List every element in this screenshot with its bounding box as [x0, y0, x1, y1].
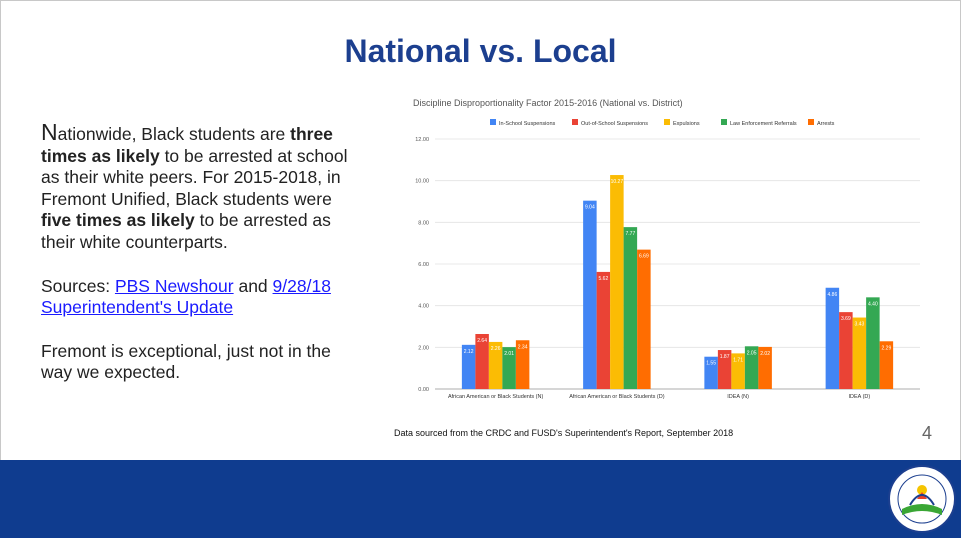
data-label-3-4: 2.29 — [882, 345, 892, 351]
data-label-0-0: 2.12 — [464, 349, 474, 355]
x-tick-label-0: African American or Black Students (N) — [448, 394, 544, 400]
p1-text-a: ationwide, Black students are — [57, 124, 291, 144]
y-tick-label-5: 10.00 — [415, 179, 429, 185]
bar-2-0 — [704, 356, 718, 389]
data-label-0-1: 2.64 — [477, 338, 487, 344]
sources-prefix: Sources: — [41, 275, 115, 296]
data-label-0-3: 2.01 — [504, 351, 514, 357]
y-tick-label-0: 0.00 — [418, 387, 429, 393]
bar-0-2 — [488, 341, 503, 389]
legend-label-1: Out-of-School Suspensions — [581, 121, 648, 127]
data-label-3-2: 3.43 — [855, 322, 865, 328]
x-tick-label-3: IDEA (D) — [849, 394, 871, 400]
discipline-chart: Discipline Disproportionality Factor 201… — [400, 90, 930, 410]
data-label-2-1: 1.87 — [720, 354, 730, 360]
bar-2-2 — [731, 353, 745, 389]
data-label-1-2: 10.27 — [611, 179, 624, 185]
data-label-2-2: 1.71 — [733, 357, 743, 363]
sources-and: and — [233, 275, 273, 296]
data-label-2-3: 2.05 — [747, 350, 757, 356]
bar-2-1 — [717, 350, 732, 389]
body-text: Nationwide, Black students are three tim… — [41, 119, 361, 406]
legend-label-4: Arrests — [817, 121, 835, 127]
paragraph-fremont: Fremont is exceptional, just not in the … — [41, 340, 331, 383]
chart-title: Discipline Disproportionality Factor 201… — [413, 98, 683, 108]
bar-0-0 — [461, 344, 476, 389]
data-label-3-1: 3.69 — [841, 316, 851, 322]
data-label-1-1: 5.62 — [599, 276, 609, 282]
bar-1-0 — [583, 200, 597, 389]
x-tick-label-1: African American or Black Students (D) — [569, 394, 665, 400]
p1-bold-three-times: three times as likely — [41, 124, 333, 166]
bar-0-4 — [515, 340, 530, 389]
data-label-1-3: 7.77 — [626, 231, 636, 237]
x-tick-label-2: IDEA (N) — [727, 394, 749, 400]
legend-label-0: In-School Suspensions — [499, 121, 556, 127]
chart-svg: Discipline Disproportionality Factor 201… — [413, 98, 920, 400]
p1-bold-five-times: five times as likely — [41, 210, 195, 231]
footer-band — [0, 460, 961, 538]
p1-text-c: to be arrested at school as their white … — [41, 145, 348, 209]
data-label-3-0: 4.86 — [828, 292, 838, 298]
data-label-0-4: 2.34 — [518, 344, 528, 350]
slide-title: National vs. Local — [344, 33, 617, 69]
bar-2-4 — [758, 346, 772, 389]
y-tick-label-2: 4.00 — [418, 304, 429, 310]
bar-1-1 — [596, 271, 611, 389]
bar-0-3 — [502, 347, 516, 389]
drop-letter: N — [41, 119, 58, 145]
legend-swatch-0 — [490, 119, 496, 125]
legend-swatch-2 — [664, 119, 670, 125]
data-label-2-4: 2.02 — [760, 351, 770, 357]
bar-1-2 — [610, 175, 624, 389]
pbs-newshour-link[interactable]: PBS Newshour — [114, 275, 234, 296]
y-tick-label-4: 8.00 — [418, 220, 429, 226]
paragraph-nationwide: Nationwide, Black students are three tim… — [41, 119, 361, 254]
bar-1-3 — [623, 227, 638, 389]
p1-text-e: to be arrested as their white counterpar… — [41, 210, 331, 252]
district-logo — [888, 465, 956, 533]
bar-3-2 — [852, 317, 867, 389]
legend-swatch-4 — [808, 119, 814, 125]
page-number: 4 — [922, 423, 933, 443]
y-tick-label-1: 2.00 — [418, 345, 429, 351]
data-label-1-0: 9.04 — [585, 205, 595, 211]
legend-label-3: Law Enforcement Referrals — [730, 121, 797, 127]
data-label-2-0: 1.55 — [706, 361, 716, 367]
bar-2-3 — [744, 346, 759, 389]
bar-3-0 — [825, 287, 840, 389]
bar-1-4 — [637, 249, 651, 389]
source-note: Data sourced from the CRDC and FUSD's Su… — [394, 428, 734, 438]
legend-swatch-3 — [721, 119, 727, 125]
data-label-1-4: 6.69 — [639, 254, 649, 260]
y-tick-label-6: 12.00 — [415, 137, 429, 143]
legend-swatch-1 — [572, 119, 578, 125]
bar-3-4 — [879, 341, 894, 389]
data-label-3-3: 4.40 — [868, 301, 878, 307]
legend-label-2: Expulsions — [673, 121, 700, 127]
bar-3-1 — [839, 312, 853, 389]
data-label-0-2: 2.26 — [491, 346, 501, 352]
y-tick-label-3: 6.00 — [418, 262, 429, 268]
bar-3-3 — [866, 297, 880, 389]
superintendent-update-link[interactable]: 9/28/18 Superintendent's Update — [41, 275, 331, 318]
paragraph-sources: Sources: PBS Newshour and 9/28/18 Superi… — [41, 276, 361, 319]
bar-0-1 — [475, 334, 489, 389]
